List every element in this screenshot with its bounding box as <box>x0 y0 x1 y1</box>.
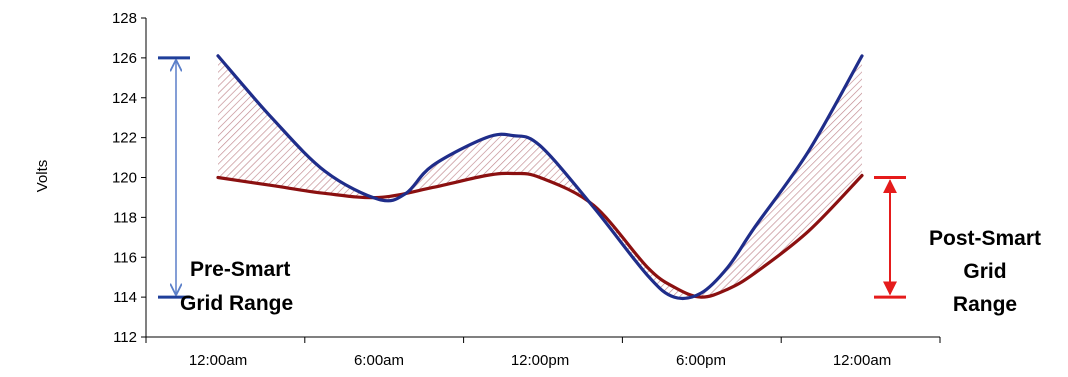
pre-range-label-line2: Grid Range <box>180 292 293 315</box>
post-range-label-line3: Range <box>953 293 1017 316</box>
y-tick-label: 116 <box>113 249 137 266</box>
post-smart-point <box>538 176 542 179</box>
post-smart-point <box>860 174 864 177</box>
post-smart-point <box>753 272 756 275</box>
pre-smart-point <box>646 273 649 277</box>
x-ticks: 12:00am 6:00am 12:00pm 6:00pm 12:00am <box>145 337 941 369</box>
pre-smart-point <box>672 295 676 299</box>
post-smart-grid-line <box>216 171 864 299</box>
pre-smart-point <box>753 226 756 229</box>
post-smart-point <box>807 230 810 233</box>
y-tick-label: 112 <box>113 329 137 346</box>
y-tick-label: 114 <box>113 289 137 306</box>
pre-smart-point <box>699 291 703 295</box>
post-smart-point <box>485 174 488 177</box>
post-smart-point <box>726 287 730 291</box>
post-smart-point <box>699 295 703 299</box>
x-tick-label: 6:00am <box>354 352 404 369</box>
post-smart-point <box>270 184 273 187</box>
pre-smart-point <box>485 136 488 139</box>
post-smart-point <box>511 172 515 175</box>
pre-smart-point <box>216 54 220 58</box>
x-tick-label: 12:00am <box>833 352 891 369</box>
y-tick-label: 122 <box>112 130 137 147</box>
x-tick-label: 6:00pm <box>676 352 726 369</box>
y-tick-label: 128 <box>112 10 137 27</box>
post-smart-point <box>592 204 595 207</box>
y-ticks: 112 114 116 118 120 122 124 126 128 <box>112 10 146 346</box>
pre-smart-point <box>511 134 515 137</box>
post-smart-point <box>216 176 220 179</box>
pre-smart-point <box>377 198 381 201</box>
post-smart-point <box>377 196 381 199</box>
y-tick-label: 124 <box>112 90 137 107</box>
pre-smart-grid-line <box>216 54 864 301</box>
pre-smart-point <box>404 192 408 195</box>
post-range-label-line1: Post-Smart <box>929 227 1041 250</box>
pre-smart-range: Pre-Smart Grid Range <box>158 56 293 315</box>
post-smart-range: Post-Smart Grid Range <box>874 176 1041 316</box>
y-tick-label: 118 <box>113 209 137 226</box>
pre-smart-point <box>431 164 434 167</box>
x-tick-label: 12:00pm <box>511 352 569 369</box>
post-smart-point <box>646 266 649 269</box>
y-tick-label: 120 <box>112 170 137 187</box>
pre-smart-point <box>807 150 810 153</box>
post-smart-point <box>324 192 327 195</box>
pre-range-label-line1: Pre-Smart <box>190 258 290 281</box>
y-axis-title: Volts <box>34 160 51 193</box>
post-range-label-line2: Grid <box>963 260 1006 283</box>
post-smart-point <box>672 285 676 289</box>
post-smart-point <box>431 186 434 189</box>
series-layer <box>216 54 864 301</box>
pre-smart-point <box>726 266 730 269</box>
pre-smart-point <box>592 206 595 209</box>
y-tick-label: 126 <box>112 50 137 67</box>
pre-smart-point <box>538 144 542 147</box>
pre-smart-point <box>860 54 864 58</box>
x-tick-label: 12:00am <box>189 352 247 369</box>
pre-smart-point <box>270 116 273 119</box>
pre-smart-point <box>324 170 327 173</box>
